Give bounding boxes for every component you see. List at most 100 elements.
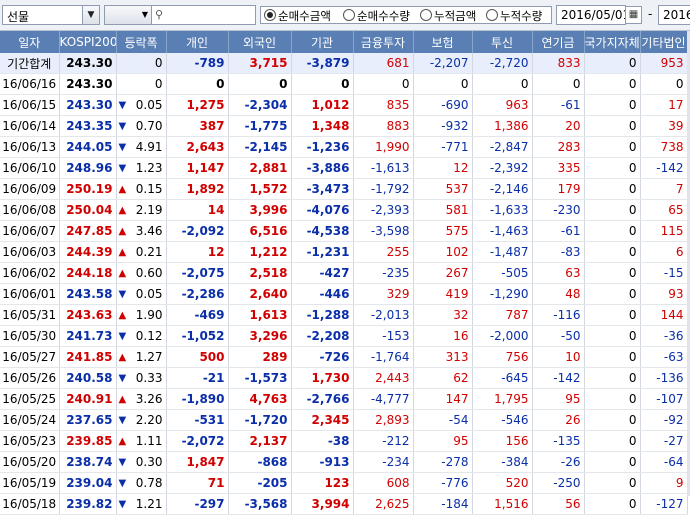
cell-date: 16/05/31 — [0, 304, 60, 326]
cell-gov: 0 — [584, 451, 641, 473]
table-row[interactable]: 16/06/07 247.85 ▲ 3.46 -2,092 6,516 -4,538 -3,5… — [0, 220, 688, 242]
triangle-down-icon: ▼ — [118, 162, 127, 174]
cell-gov: 0 — [584, 262, 641, 284]
column-header[interactable]: 보험 — [413, 31, 473, 53]
cell-gov: 0 — [584, 430, 641, 452]
radio-cum-quantity[interactable]: 누적수량 — [486, 8, 542, 24]
cell-gov: 0 — [584, 283, 641, 305]
column-header[interactable]: 개인 — [166, 31, 229, 53]
table-row[interactable]: 16/06/10 248.96 ▼ 1.23 1,147 2,881 -3,886 -1,61… — [0, 157, 688, 179]
date-to-field[interactable]: 2016 — [658, 5, 690, 25]
table-row[interactable]: 16/05/18 239.82 ▼ 1.21 -297 -3,568 3,994 2,625-… — [0, 493, 688, 515]
column-header[interactable]: 외국인 — [228, 31, 292, 53]
radio-net-amount[interactable]: 순매수금액 — [264, 8, 331, 24]
column-header[interactable]: 금융투자 — [353, 31, 414, 53]
change-value: 0.60 — [135, 266, 163, 280]
scrollbar[interactable] — [687, 31, 690, 496]
triangle-up-icon: ▲ — [118, 435, 127, 447]
cell-etc: -64 — [640, 451, 688, 473]
table-row[interactable]: 16/06/14 243.35 ▼ 0.70 387 -1,775 1,348 883 -932… — [0, 115, 688, 137]
cell-date: 16/06/08 — [0, 199, 60, 221]
column-header[interactable]: 국가지자체 — [584, 31, 641, 53]
column-header[interactable]: 연기금 — [532, 31, 585, 53]
radio-net-quantity[interactable]: 순매수수량 — [343, 8, 410, 24]
column-header[interactable]: 등락폭 — [116, 31, 167, 53]
date-range-separator: - — [648, 7, 653, 21]
cell-i: -2,766 — [291, 388, 354, 410]
column-header[interactable]: 기타법인 — [640, 31, 688, 53]
triangle-down-icon: ▼ — [118, 477, 127, 489]
cell-change: ▲ 0.15 — [116, 178, 167, 200]
date-from-field[interactable]: 2016/05/01 — [556, 5, 630, 25]
table-row[interactable]: 16/05/27 241.85 ▲ 1.27 500 289 -726 -1,764 313 75… — [0, 346, 688, 368]
cell-ins: 537 — [413, 178, 473, 200]
cell-f: 4,763 — [228, 388, 292, 410]
cell-fin: -2,393 — [353, 199, 414, 221]
cell-date: 16/06/14 — [0, 115, 60, 137]
cell-date: 16/06/13 — [0, 136, 60, 158]
cell-etc: 144 — [640, 304, 688, 326]
column-header[interactable]: 투신 — [472, 31, 533, 53]
table-row[interactable]: 16/06/15 243.30 ▼ 0.05 1,275 -2,304 1,012 835 -6… — [0, 94, 688, 116]
column-header[interactable]: KOSPI200 — [59, 31, 117, 53]
cell-change: ▼ 1.23 — [116, 157, 167, 179]
cell-fin: -153 — [353, 325, 414, 347]
cell-date: 16/05/19 — [0, 472, 60, 494]
cell-change: ▲ 1.90 — [116, 304, 167, 326]
cell-etc: 17 — [640, 94, 688, 116]
change-value: 0 — [154, 56, 163, 70]
cell-tr: -1,487 — [472, 241, 533, 263]
table-row[interactable]: 16/06/03 244.39 ▲ 0.21 12 1,212 -1,231 255 102 -1… — [0, 241, 688, 263]
radio-label: 순매수수량 — [357, 9, 410, 23]
table-row[interactable]: 16/06/08 250.04 ▲ 2.19 14 3,996 -4,076 -2,393 58… — [0, 199, 688, 221]
radio-label: 순매수금액 — [278, 9, 331, 23]
triangle-down-icon: ▼ — [118, 498, 127, 510]
cell-fin: -234 — [353, 451, 414, 473]
table-row[interactable]: 16/06/09 250.19 ▲ 0.15 1,892 1,572 -3,473 -1,79… — [0, 178, 688, 200]
cell-p: -21 — [166, 367, 229, 389]
cell-ins: 0 — [413, 73, 473, 95]
cell-gov: 0 — [584, 220, 641, 242]
table-row[interactable]: 16/05/30 241.73 ▼ 0.12 -1,052 3,296 -2,208 -153… — [0, 325, 688, 347]
column-header[interactable]: 기관 — [291, 31, 354, 53]
cell-etc: 738 — [640, 136, 688, 158]
table-row[interactable]: 기간합계 243.30 0 -789 3,715 -3,879 681 -2,207 -2,72… — [0, 53, 688, 74]
cell-change: ▼ 0.78 — [116, 472, 167, 494]
cell-tr: -2,000 — [472, 325, 533, 347]
column-header[interactable]: 일자 — [0, 31, 60, 53]
code-select[interactable]: ▼ — [105, 6, 152, 24]
table-row[interactable]: 16/05/23 239.85 ▲ 1.11 -2,072 2,137 -38 -212 95 1… — [0, 430, 688, 452]
cell-change: 0 — [116, 53, 167, 74]
cell-fin: 2,443 — [353, 367, 414, 389]
table-row[interactable]: 16/06/02 244.18 ▲ 0.60 -2,075 2,518 -427 -235 26… — [0, 262, 688, 284]
search-icon[interactable]: ⚲ — [154, 8, 164, 21]
table-row[interactable]: 16/05/20 238.74 ▼ 0.30 1,847 -868 -913 -234 -278… — [0, 451, 688, 473]
cell-pen: 179 — [532, 178, 585, 200]
cell-tr: 156 — [472, 430, 533, 452]
table-row[interactable]: 16/05/25 240.91 ▲ 3.26 -1,890 4,763 -2,766 -4,7… — [0, 388, 688, 410]
table-row[interactable]: 16/06/01 243.58 ▼ 0.05 -2,286 2,640 -446 329 419… — [0, 283, 688, 305]
cell-k: 238.74 — [59, 451, 117, 473]
cell-ins: -690 — [413, 94, 473, 116]
chevron-down-icon[interactable]: ▼ — [82, 6, 99, 24]
cell-f: 3,996 — [228, 199, 292, 221]
market-select[interactable]: 선물 ▼ — [2, 5, 100, 25]
cell-fin: -4,777 — [353, 388, 414, 410]
radio-cum-amount[interactable]: 누적금액 — [420, 8, 476, 24]
cell-p: 12 — [166, 241, 229, 263]
cell-etc: -15 — [640, 262, 688, 284]
table-row[interactable]: 16/06/13 244.05 ▼ 4.91 2,643 -2,145 -1,236 1,99… — [0, 136, 688, 158]
cell-gov: 0 — [584, 472, 641, 494]
table-row[interactable]: 16/05/31 243.63 ▲ 1.90 -469 1,613 -1,288 -2,013… — [0, 304, 688, 326]
code-search[interactable]: ▼ ⚲ — [104, 5, 256, 25]
calendar-icon[interactable]: ▦ — [625, 6, 642, 24]
table-row[interactable]: 16/06/16 243.30 0 0 0 0 0 0 0 0 0 0 — [0, 73, 688, 95]
cell-i: 0 — [291, 73, 354, 95]
cell-tr: 0 — [472, 73, 533, 95]
table-row[interactable]: 16/05/24 237.65 ▼ 2.20 -531 -1,720 2,345 2,893-… — [0, 409, 688, 431]
cell-change: ▲ 2.19 — [116, 199, 167, 221]
table-row[interactable]: 16/05/26 240.58 ▼ 0.33 -21 -1,573 1,730 2,443 62… — [0, 367, 688, 389]
cell-fin: -1,792 — [353, 178, 414, 200]
table-row[interactable]: 16/05/19 239.04 ▼ 0.78 71 -205 123 608 -776 520 -2… — [0, 472, 688, 494]
cell-tr: -645 — [472, 367, 533, 389]
